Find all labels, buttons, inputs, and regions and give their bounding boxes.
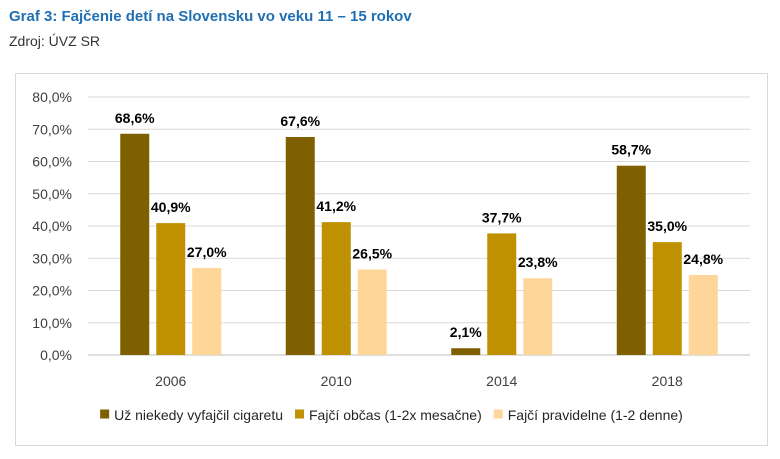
bar — [285, 136, 315, 355]
y-tick-label: 40,0% — [32, 218, 72, 234]
bar — [451, 348, 481, 355]
data-label: 67,6% — [280, 113, 320, 129]
bar — [120, 133, 150, 355]
legend-swatch — [100, 409, 110, 419]
y-tick-label: 70,0% — [32, 121, 72, 137]
y-tick-label: 0,0% — [40, 347, 72, 363]
x-tick-label: 2010 — [321, 373, 352, 389]
bar — [357, 269, 387, 355]
data-label: 27,0% — [187, 244, 227, 260]
legend-swatch — [295, 409, 305, 419]
bar — [523, 278, 553, 355]
y-tick-label: 80,0% — [32, 89, 72, 105]
y-tick-label: 20,0% — [32, 283, 72, 299]
data-label: 26,5% — [352, 246, 392, 262]
y-tick-label: 30,0% — [32, 250, 72, 266]
data-label: 68,6% — [115, 110, 155, 126]
bar — [321, 222, 351, 355]
data-label: 35,0% — [647, 218, 687, 234]
bar — [616, 165, 646, 355]
legend-label: Fajčí pravidelne (1-2 denne) — [508, 407, 683, 423]
y-tick-label: 60,0% — [32, 154, 72, 170]
bar — [156, 223, 186, 355]
data-label: 24,8% — [683, 251, 723, 267]
legend-swatch — [493, 409, 503, 419]
data-label: 58,7% — [611, 142, 651, 158]
bar — [652, 242, 682, 355]
y-tick-label: 50,0% — [32, 186, 72, 202]
data-label: 37,7% — [482, 209, 522, 225]
data-label: 40,9% — [151, 199, 191, 215]
x-tick-label: 2014 — [486, 373, 517, 389]
x-tick-label: 2018 — [652, 373, 683, 389]
legend-label: Fajčí občas (1-2x mesačne) — [309, 407, 482, 423]
chart-area — [15, 73, 768, 446]
data-label: 23,8% — [518, 254, 558, 270]
x-tick-label: 2006 — [155, 373, 186, 389]
bar — [487, 233, 517, 355]
chart-source: Zdroj: ÚVZ SR — [9, 33, 101, 49]
legend-label: Už niekedy vyfajčil cigaretu — [114, 407, 283, 423]
bar — [688, 275, 718, 355]
bar — [192, 267, 222, 355]
data-label: 41,2% — [316, 198, 356, 214]
chart-title: Graf 3: Fajčenie detí na Slovensku vo ve… — [9, 8, 412, 25]
y-tick-label: 10,0% — [32, 315, 72, 331]
data-label: 2,1% — [450, 324, 482, 340]
